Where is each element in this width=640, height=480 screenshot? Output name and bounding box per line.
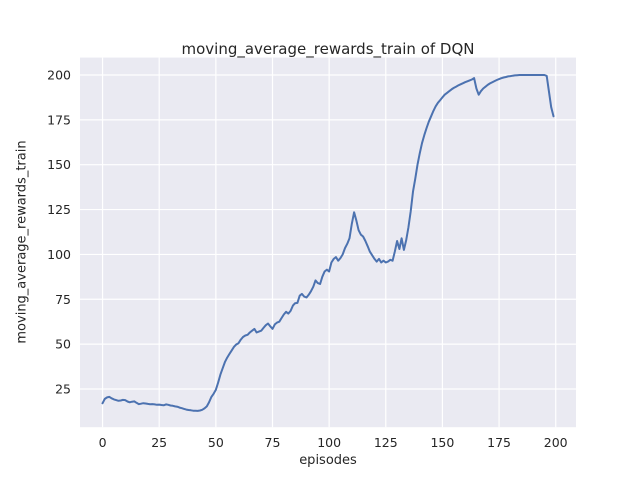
x-tick-label: 25 (151, 435, 167, 450)
series-line (101, 74, 555, 412)
y-tick-label: 100 (47, 247, 71, 262)
x-tick-label: 150 (430, 435, 454, 450)
chart-title: moving_average_rewards_train of DQN (181, 40, 475, 58)
y-tick-label: 175 (47, 112, 71, 127)
plot-background (80, 57, 576, 428)
x-tick-label: 100 (317, 435, 341, 450)
x-tick-label: 50 (208, 435, 224, 450)
x-tick-label: 75 (265, 435, 281, 450)
x-tick-label: 0 (99, 435, 107, 450)
y-axis-label: moving_average_rewards_train (14, 140, 30, 344)
y-tick-label: 200 (47, 68, 71, 83)
y-tick-label: 25 (55, 381, 71, 396)
x-tick-label: 175 (487, 435, 511, 450)
y-tick-label: 50 (55, 337, 71, 352)
x-tick-label: 200 (544, 435, 568, 450)
y-tick-label: 75 (55, 292, 71, 307)
y-tick-label: 125 (47, 202, 71, 217)
x-tick-label: 125 (374, 435, 398, 450)
y-tick-label: 150 (47, 157, 71, 172)
x-axis-label: episodes (299, 453, 357, 468)
